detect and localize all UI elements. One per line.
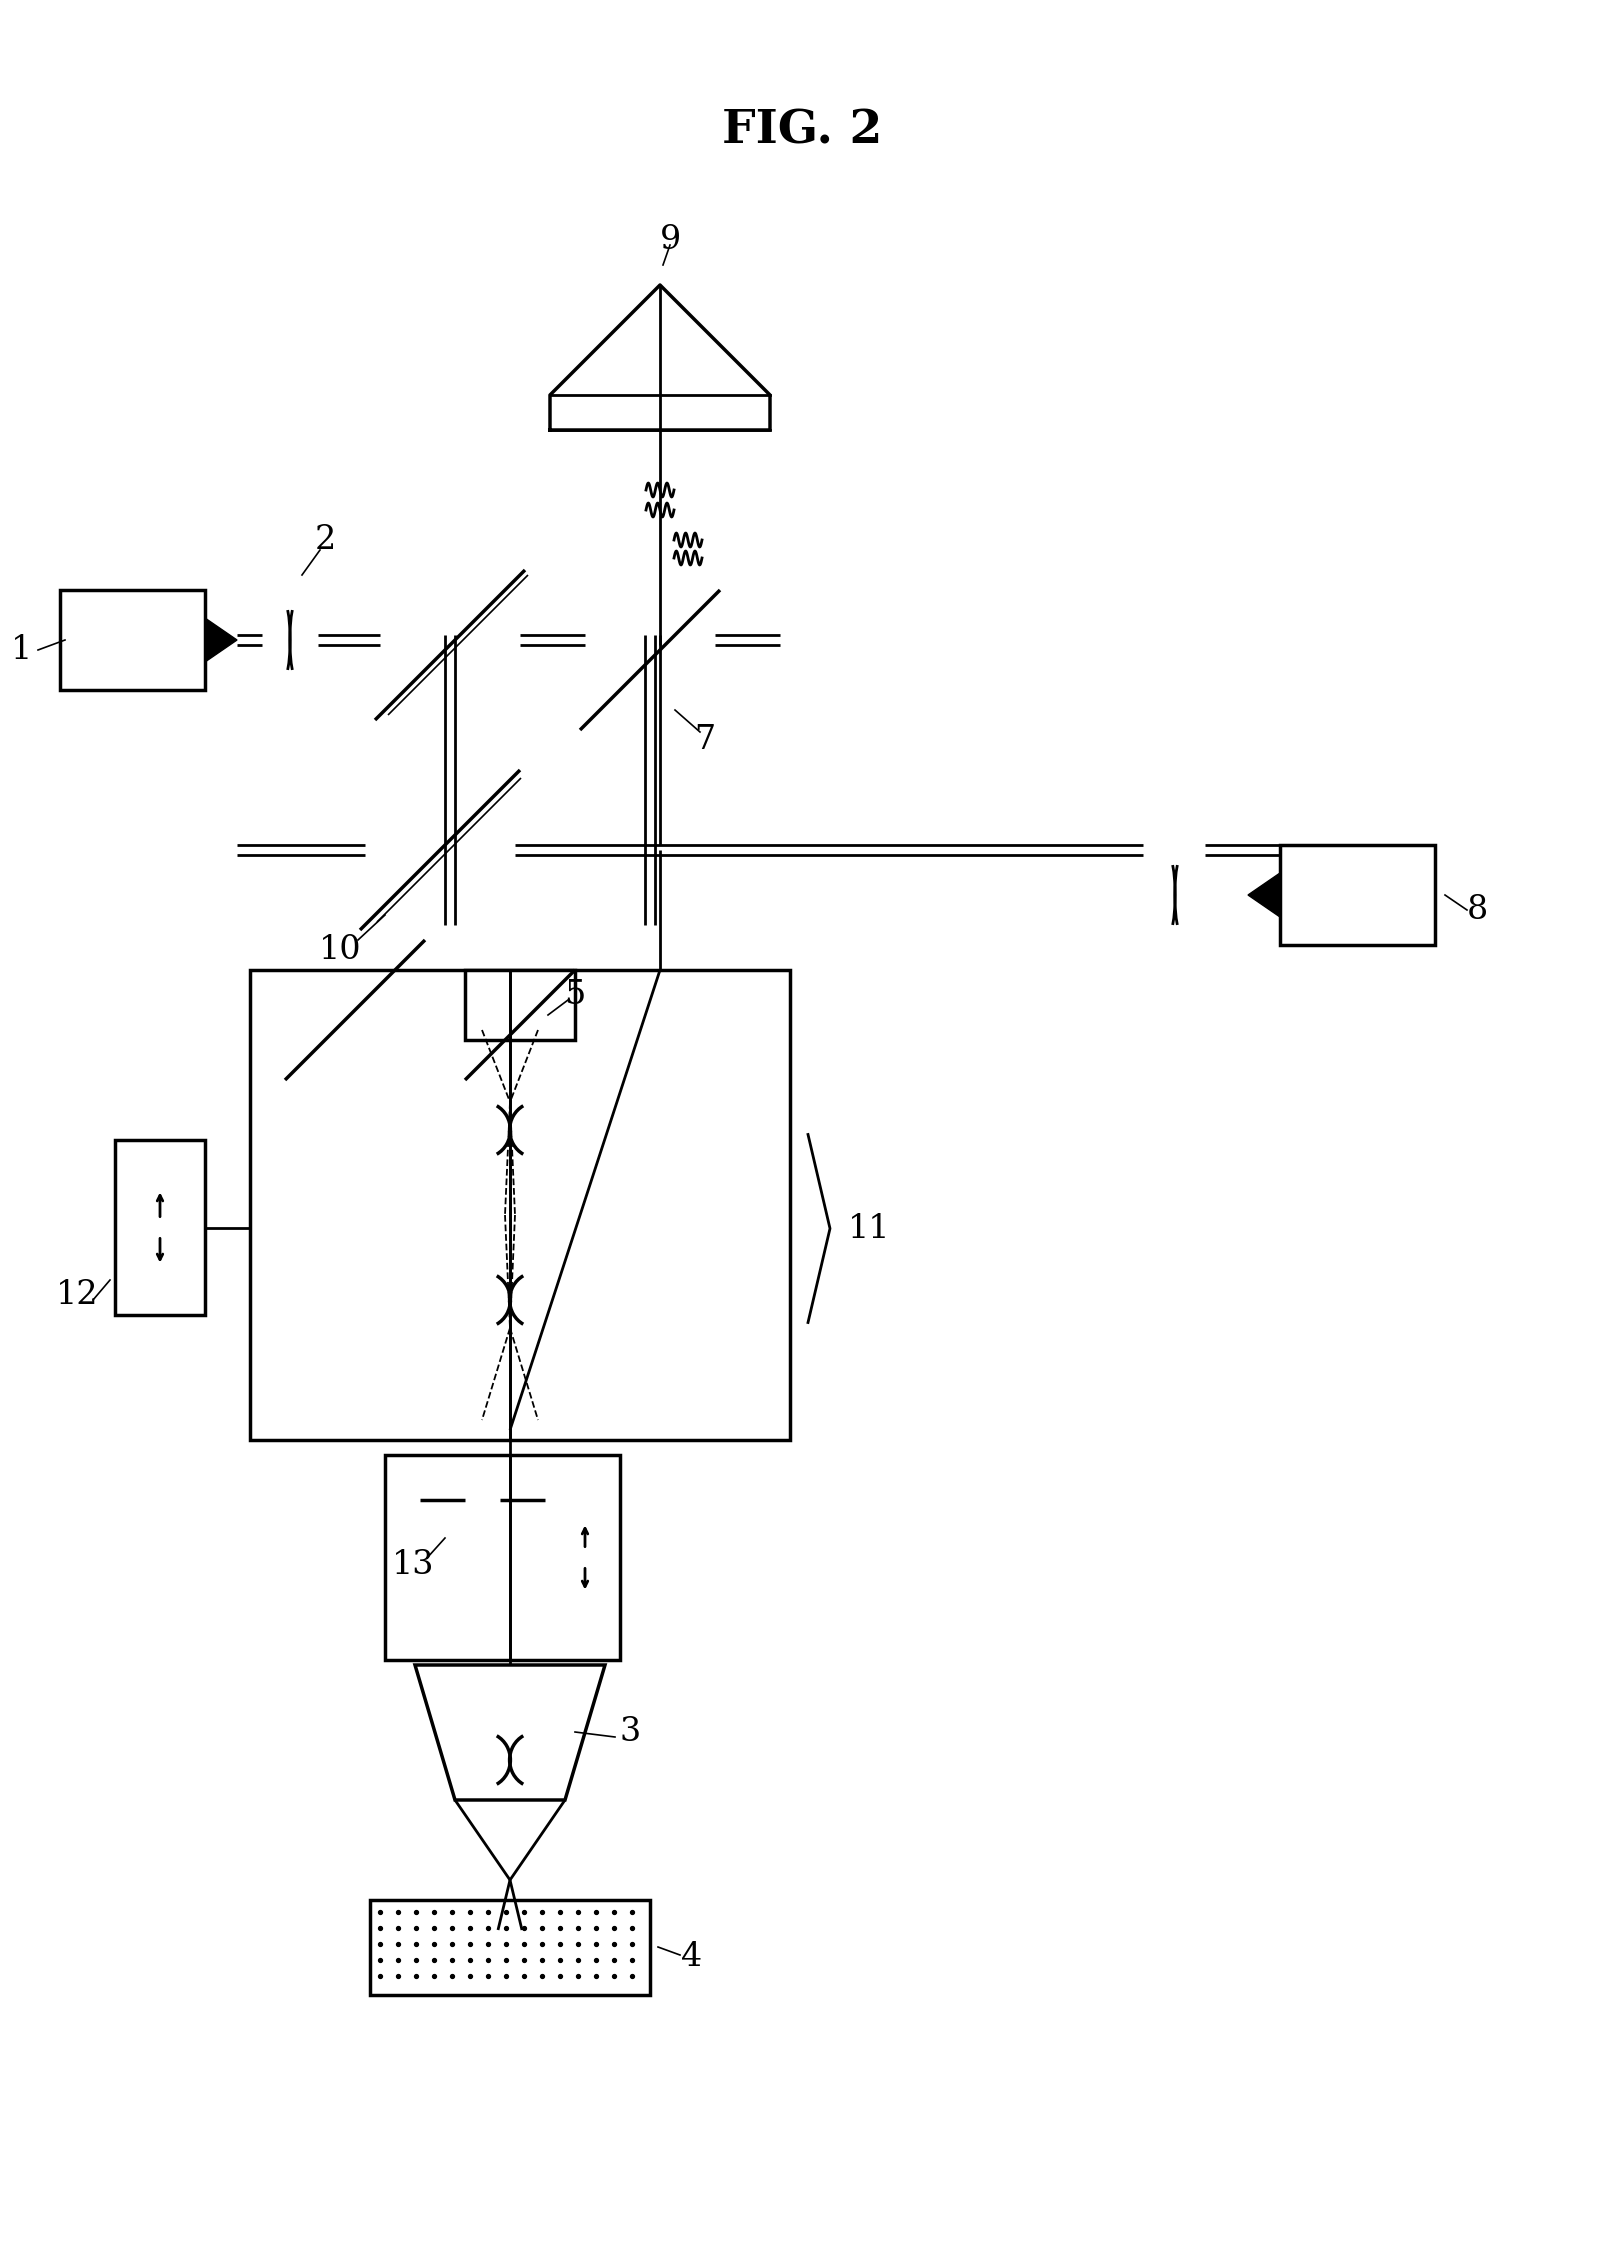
Polygon shape [1249, 872, 1281, 917]
Bar [250, 969, 790, 1441]
Text: 2: 2 [315, 524, 335, 555]
Bar [371, 1900, 650, 1994]
Text: 3: 3 [620, 1715, 640, 1749]
Polygon shape [416, 1666, 605, 1801]
Text: 10: 10 [319, 933, 361, 967]
Bar [1281, 845, 1435, 944]
Text: 5: 5 [565, 978, 586, 1012]
Polygon shape [205, 618, 238, 661]
Bar [59, 589, 205, 690]
Text: 12: 12 [56, 1279, 98, 1311]
Text: 4: 4 [682, 1940, 703, 1974]
Bar [465, 969, 575, 1041]
Text: 11: 11 [847, 1212, 891, 1245]
Text: 7: 7 [695, 724, 716, 755]
Text: 13: 13 [392, 1549, 435, 1580]
Bar [116, 1140, 205, 1315]
Text: FIG. 2: FIG. 2 [722, 108, 883, 153]
Text: 8: 8 [1467, 895, 1488, 926]
Text: 9: 9 [660, 225, 681, 256]
Bar [385, 1454, 620, 1659]
Text: 1: 1 [11, 634, 32, 665]
